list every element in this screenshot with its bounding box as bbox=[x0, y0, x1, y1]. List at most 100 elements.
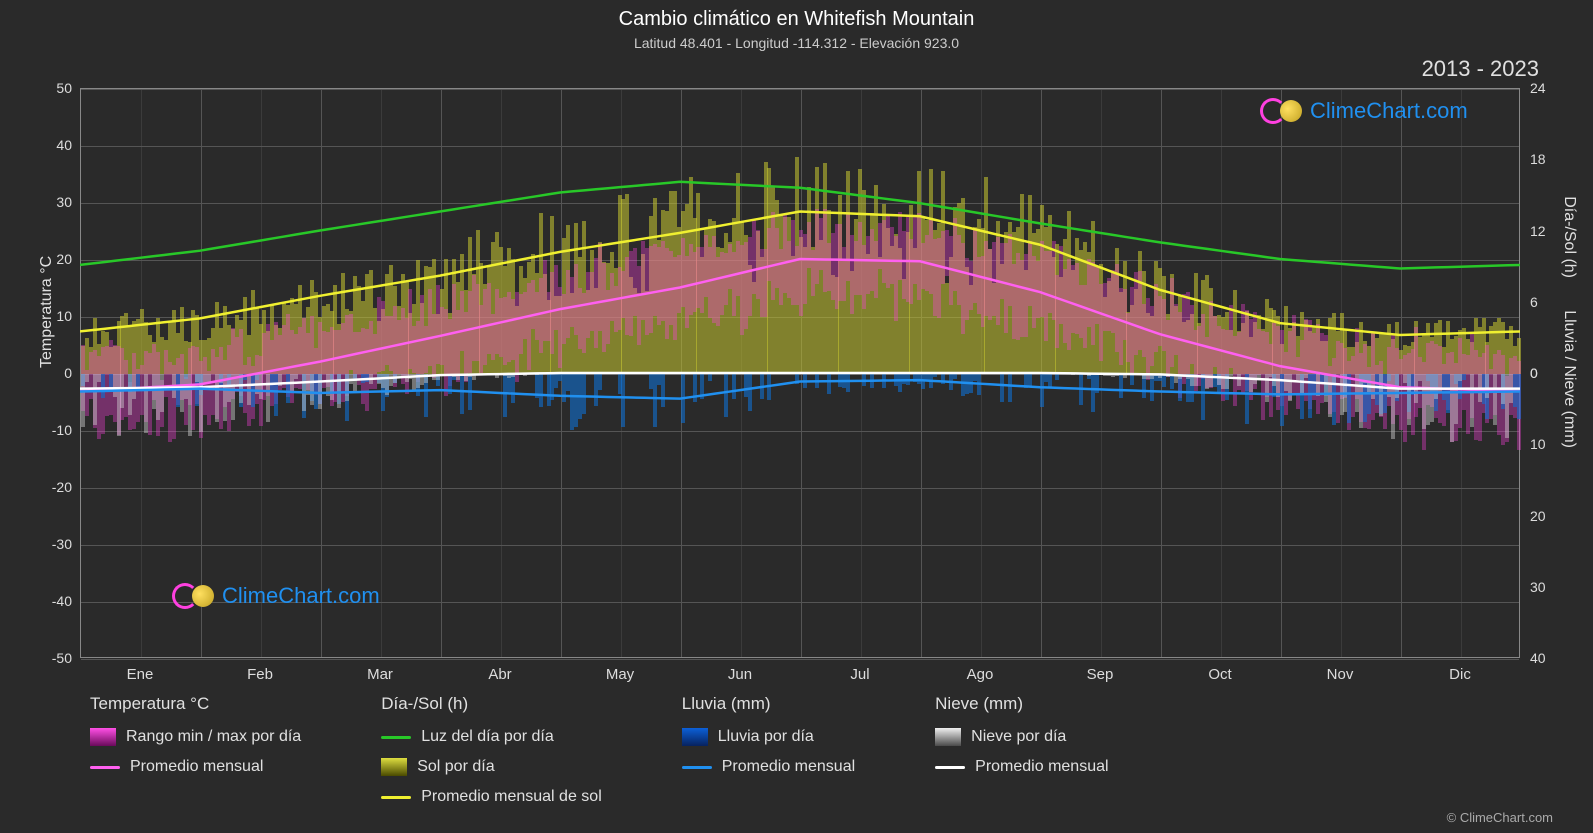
gridline-h bbox=[81, 659, 1519, 660]
logo-c-icon bbox=[172, 583, 198, 609]
tick-right-bottom: 30 bbox=[1530, 579, 1546, 595]
gridline-h bbox=[81, 203, 1519, 204]
snow-daily-bar bbox=[483, 374, 487, 375]
tick-left: -40 bbox=[32, 593, 72, 609]
rain-daily-bar bbox=[815, 374, 819, 388]
month-label: Sep bbox=[1087, 666, 1114, 683]
month-label: Jun bbox=[728, 666, 752, 683]
rain-daily-bar bbox=[1517, 374, 1521, 419]
month-label: Mar bbox=[367, 666, 393, 683]
tick-left: 0 bbox=[32, 365, 72, 381]
rain-daily-bar bbox=[732, 374, 736, 399]
rain-daily-bar bbox=[1000, 374, 1004, 402]
legend-swatch bbox=[90, 766, 120, 769]
legend-item: Sol por día bbox=[381, 758, 602, 776]
rain-daily-bar bbox=[870, 374, 874, 388]
legend-item: Promedio mensual bbox=[935, 758, 1108, 776]
legend-header: Lluvia (mm) bbox=[682, 694, 855, 714]
rain-daily-bar bbox=[906, 374, 910, 385]
rain-daily-bar bbox=[846, 374, 850, 392]
month-label: Feb bbox=[247, 666, 273, 683]
rain-daily-bar bbox=[862, 374, 866, 386]
snow-daily-bar bbox=[515, 374, 519, 375]
chart-subtitle: Latitud 48.401 - Longitud -114.312 - Ele… bbox=[0, 35, 1593, 51]
rain-daily-bar bbox=[767, 374, 771, 400]
legend-col: Nieve (mm) Nieve por día Promedio mensual bbox=[935, 694, 1108, 806]
snow-daily-bar bbox=[1123, 374, 1127, 378]
rain-daily-bar bbox=[1079, 374, 1083, 405]
legend-item: Luz del día por día bbox=[381, 728, 602, 746]
rain-daily-bar bbox=[933, 374, 937, 377]
tick-right-top: 6 bbox=[1530, 294, 1538, 310]
tick-left: 50 bbox=[32, 80, 72, 96]
legend-label: Luz del día por día bbox=[421, 728, 554, 746]
legend-col: Lluvia (mm) Lluvia por día Promedio mensua… bbox=[682, 694, 855, 806]
chart-title: Cambio climático en Whitefish Mountain bbox=[0, 8, 1593, 31]
snow-daily-bar bbox=[424, 374, 428, 383]
legend-label: Promedio mensual de sol bbox=[421, 788, 602, 806]
tick-left: 30 bbox=[32, 194, 72, 210]
rain-daily-bar bbox=[539, 374, 543, 407]
legend-swatch bbox=[381, 736, 411, 739]
month-label: Ago bbox=[967, 666, 994, 683]
gridline-h bbox=[81, 89, 1519, 90]
rain-daily-bar bbox=[1130, 374, 1134, 385]
rain-daily-bar bbox=[953, 374, 957, 379]
copyright: © ClimeChart.com bbox=[1447, 810, 1553, 825]
legend-col: Temperatura °C Rango min / max por día Pro… bbox=[90, 694, 301, 806]
rain-daily-bar bbox=[1048, 374, 1052, 388]
legend-col: Día-/Sol (h) Luz del día por día Sol por d… bbox=[381, 694, 602, 806]
rain-daily-bar bbox=[700, 374, 704, 399]
logo-c-icon bbox=[1260, 98, 1286, 124]
tick-right-top: 18 bbox=[1530, 151, 1546, 167]
watermark-brand-top: ClimeChart.com bbox=[1260, 98, 1468, 124]
legend-swatch bbox=[682, 728, 708, 746]
tick-right-bottom: 10 bbox=[1530, 436, 1546, 452]
legend-header: Temperatura °C bbox=[90, 694, 301, 714]
legend-item: Lluvia por día bbox=[682, 728, 855, 746]
right-axis-bottom-label: Lluvia / Nieve (mm) bbox=[1560, 310, 1578, 448]
gridline-h bbox=[81, 431, 1519, 432]
rain-daily-bar bbox=[977, 374, 981, 395]
tick-right-bottom: 0 bbox=[1530, 365, 1538, 381]
snow-daily-bar bbox=[472, 374, 476, 380]
tick-left: 10 bbox=[32, 308, 72, 324]
snow-daily-bar bbox=[1071, 374, 1075, 375]
tick-right-bottom: 20 bbox=[1530, 508, 1546, 524]
rain-daily-bar bbox=[827, 374, 831, 394]
tick-right-top: 12 bbox=[1530, 223, 1546, 239]
legend-swatch bbox=[935, 728, 961, 746]
brand-text: ClimeChart.com bbox=[1310, 98, 1468, 124]
gridline-h bbox=[81, 488, 1519, 489]
tick-left: 40 bbox=[32, 137, 72, 153]
rain-daily-bar bbox=[760, 374, 764, 399]
legend-label: Promedio mensual bbox=[975, 758, 1108, 776]
legend-item: Promedio mensual bbox=[682, 758, 855, 776]
chart-plot-area: -50-40-30-20-100102030405006121824010203… bbox=[80, 88, 1520, 658]
legend-label: Promedio mensual bbox=[722, 758, 855, 776]
rain-daily-bar bbox=[681, 374, 685, 423]
rain-daily-bar bbox=[582, 374, 586, 414]
brand-text: ClimeChart.com bbox=[222, 583, 380, 609]
tick-left: -50 bbox=[32, 650, 72, 666]
legend: Temperatura °C Rango min / max por día Pro… bbox=[90, 694, 1530, 806]
gridline-h bbox=[81, 146, 1519, 147]
legend-label: Promedio mensual bbox=[130, 758, 263, 776]
year-range: 2013 - 2023 bbox=[1422, 56, 1539, 82]
rain-daily-bar bbox=[803, 374, 807, 388]
watermark-brand-bottom: ClimeChart.com bbox=[172, 583, 380, 609]
legend-label: Sol por día bbox=[417, 758, 494, 776]
rain-daily-bar bbox=[882, 374, 886, 388]
right-axis-top-label: Día-/Sol (h) bbox=[1560, 196, 1578, 278]
legend-label: Rango min / max por día bbox=[126, 728, 301, 746]
legend-header: Día-/Sol (h) bbox=[381, 694, 602, 714]
month-label: May bbox=[606, 666, 634, 683]
legend-item: Promedio mensual bbox=[90, 758, 301, 776]
legend-label: Nieve por día bbox=[971, 728, 1066, 746]
rain-daily-bar bbox=[661, 374, 665, 407]
legend-item: Rango min / max por día bbox=[90, 728, 301, 746]
tick-left: -10 bbox=[32, 422, 72, 438]
tick-right-top: 24 bbox=[1530, 80, 1546, 96]
tick-right-bottom: 40 bbox=[1530, 650, 1546, 666]
legend-header: Nieve (mm) bbox=[935, 694, 1108, 714]
